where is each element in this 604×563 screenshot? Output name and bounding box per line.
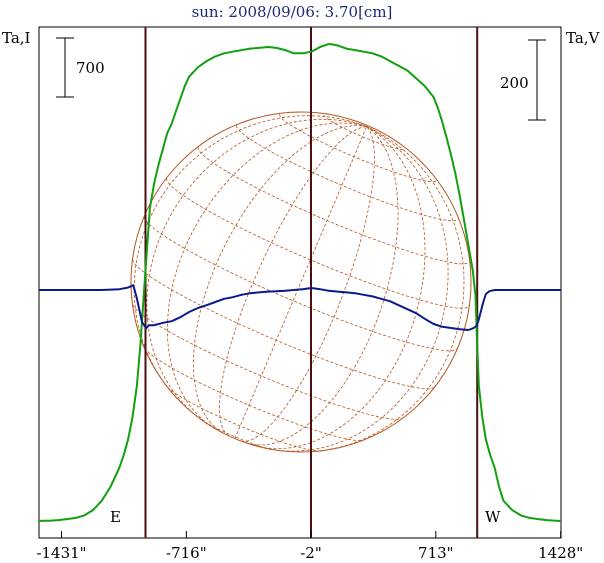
limb-markers (144, 27, 479, 538)
latitude-line (143, 347, 364, 442)
scale-bar-right-label: 200 (500, 74, 529, 92)
plot-frame (38, 26, 562, 539)
x-tick-label: 713" (418, 544, 454, 562)
series-ta-v-line (39, 284, 561, 331)
y-axis-left-label: Ta,I (2, 29, 31, 47)
longitude-line (219, 126, 367, 437)
chart-title: sun: 2008/09/06: 3.70[cm] (192, 3, 393, 21)
latitude-line (236, 125, 459, 222)
latitude-line (167, 386, 319, 452)
solar-limb-circle (130, 111, 472, 453)
east-limb-label: E (110, 508, 121, 526)
latitude-line (197, 146, 470, 265)
longitude-line (271, 126, 449, 452)
longitude-line (258, 126, 426, 450)
x-tick-label: -716" (166, 544, 207, 562)
longitude-line (310, 126, 465, 453)
equator-line (143, 215, 458, 352)
longitude-line (241, 126, 375, 442)
x-axis-ticks: -1431" -716" -2" 713" 1428" (36, 531, 583, 562)
x-tick-label: -2" (300, 544, 322, 562)
longitude-line (133, 115, 367, 394)
longitude-line (166, 122, 367, 428)
scale-bar-left (56, 37, 74, 98)
solar-disk-grid (130, 111, 472, 453)
scale-bar-left-label: 700 (76, 59, 105, 77)
latitude-line (323, 114, 406, 150)
longitude-line (193, 125, 367, 434)
latitude-line (132, 304, 403, 420)
longitude-line (247, 126, 399, 446)
series-layer (38, 42, 562, 522)
series-ta-i-line (38, 42, 562, 522)
x-tick-label: -1431" (36, 544, 86, 562)
longitude-line (234, 126, 368, 439)
x-tick-label: 1428" (538, 544, 583, 562)
west-limb-label: W (485, 508, 501, 526)
y-axis-right-label: Ta,V (566, 29, 601, 47)
scale-bar-right (528, 39, 546, 121)
longitude-line (146, 118, 367, 421)
